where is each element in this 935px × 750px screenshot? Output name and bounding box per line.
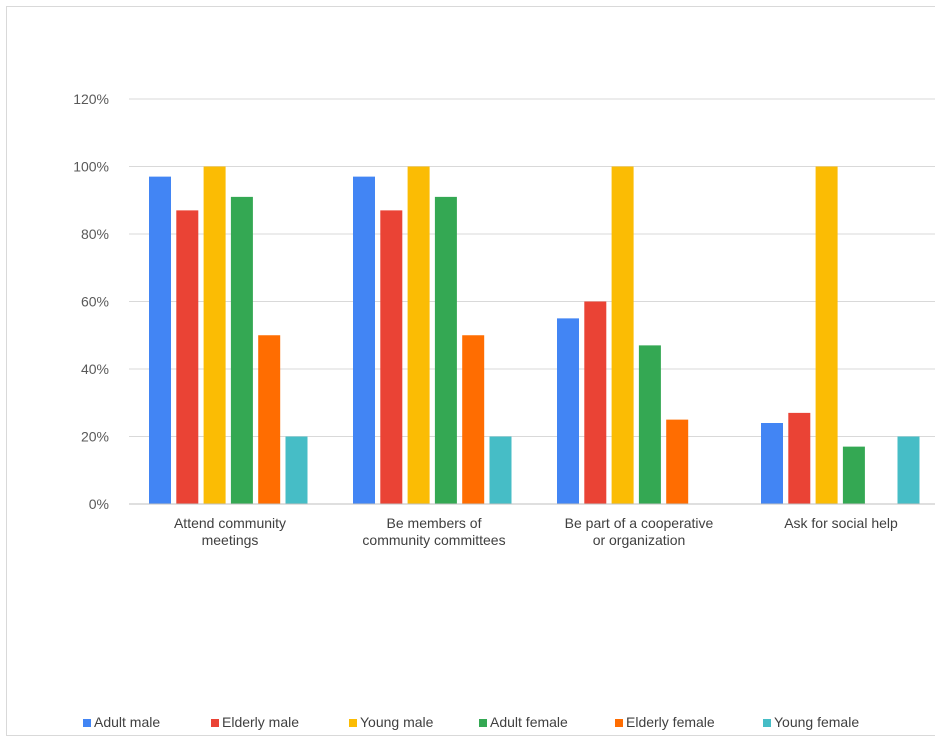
bar	[258, 335, 281, 504]
legend-swatch	[763, 719, 771, 727]
legend-swatch	[211, 719, 219, 727]
bar	[842, 446, 865, 504]
bar	[489, 436, 512, 504]
bar	[788, 412, 811, 504]
legend-swatch	[479, 719, 487, 727]
bar-chart: 0% 20% 40% 60% 80% 100% 120% Attend communitym…	[73, 91, 935, 730]
y-tick-label: 60%	[81, 294, 109, 310]
legend-label: Adult female	[490, 714, 568, 730]
bar	[815, 166, 838, 504]
bar	[557, 318, 579, 504]
legend-item: Young female	[763, 714, 859, 730]
bar	[638, 345, 661, 504]
y-tick-label: 120%	[73, 91, 109, 107]
bar	[353, 176, 375, 504]
bar	[666, 419, 689, 504]
bar	[230, 196, 253, 504]
legend-label: Elderly female	[626, 714, 715, 730]
legend-label: Elderly male	[222, 714, 299, 730]
category-label: Ask for social help	[784, 515, 898, 531]
y-tick-label: 80%	[81, 226, 109, 242]
legend: Adult male Elderly male Young male Adult fe…	[83, 714, 859, 730]
y-tick-label: 20%	[81, 429, 109, 445]
bar	[584, 301, 607, 504]
bar	[203, 166, 226, 504]
legend-swatch	[83, 719, 91, 727]
y-tick-label: 40%	[81, 361, 109, 377]
bar	[407, 166, 430, 504]
category-label: community committees	[362, 532, 505, 548]
bar	[611, 166, 634, 504]
bar	[285, 436, 308, 504]
bar	[149, 176, 171, 504]
legend-item: Elderly female	[615, 714, 715, 730]
category-label: Be members of	[387, 515, 482, 531]
legend-item: Adult female	[479, 714, 568, 730]
chart-frame: 0% 20% 40% 60% 80% 100% 120% Attend community m…	[6, 6, 935, 736]
bar	[380, 210, 403, 504]
category-label: or organization	[593, 532, 686, 548]
category-label: Attend community	[174, 515, 286, 531]
bar	[176, 210, 199, 504]
category-label: Be part of a cooperative	[565, 515, 714, 531]
legend-swatch	[615, 719, 623, 727]
legend-swatch	[349, 719, 357, 727]
legend-item: Elderly male	[211, 714, 299, 730]
bar	[434, 196, 457, 504]
bar	[897, 436, 920, 504]
legend-item: Adult male	[83, 714, 160, 730]
legend-label: Young male	[360, 714, 434, 730]
bar	[462, 335, 485, 504]
legend-label: Young female	[774, 714, 859, 730]
y-tick-label: 0%	[89, 496, 109, 512]
legend-label: Adult male	[94, 714, 160, 730]
bar	[761, 423, 783, 504]
category-label: meetings	[202, 532, 259, 548]
legend-item: Young male	[349, 714, 434, 730]
bars	[149, 166, 920, 504]
y-axis-ticks: 0% 20% 40% 60% 80% 100% 120%	[73, 91, 109, 512]
y-tick-label: 100%	[73, 159, 109, 175]
